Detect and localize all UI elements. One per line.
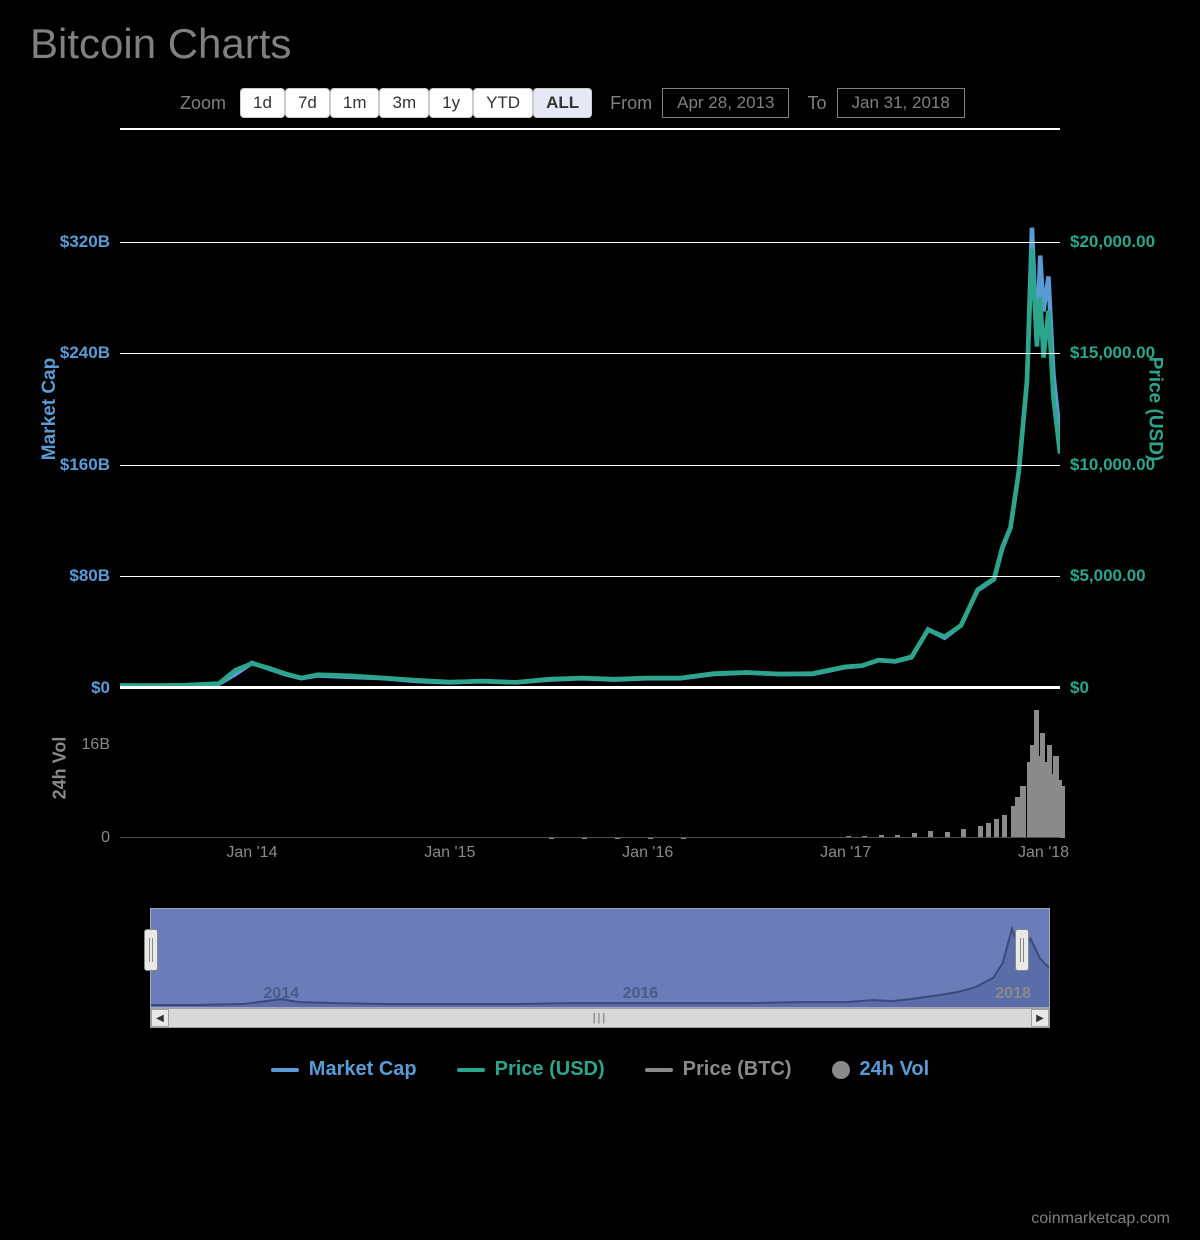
from-label: From: [610, 93, 652, 114]
zoom-ytd-button[interactable]: YTD: [473, 88, 533, 118]
legend-item[interactable]: Price (USD): [457, 1058, 605, 1081]
left-axis-tick: $0: [91, 678, 110, 698]
navigator-handle-left[interactable]: [144, 929, 158, 971]
left-axis-tick: $80B: [69, 566, 110, 586]
x-axis-ticks: Jan '14Jan '15Jan '16Jan '17Jan '18: [120, 838, 1060, 868]
zoom-controls: Zoom 1d7d1m3m1yYTDALL From Apr 28, 2013 …: [0, 78, 1200, 128]
gridline: [120, 576, 1060, 577]
volume-bar: [1002, 815, 1007, 838]
volume-axis-tick: 0: [101, 829, 110, 847]
from-date-input[interactable]: Apr 28, 2013: [662, 88, 789, 118]
legend-swatch: [832, 1061, 850, 1079]
left-axis-tick: $160B: [60, 455, 110, 475]
volume-bar: [986, 823, 991, 838]
right-axis-tick: $5,000.00: [1070, 566, 1146, 586]
legend-label: Price (USD): [495, 1058, 605, 1081]
line-chart-svg: [120, 130, 1060, 688]
zoom-1d-button[interactable]: 1d: [240, 88, 285, 118]
zoom-3m-button[interactable]: 3m: [379, 88, 429, 118]
right-axis-tick: $20,000.00: [1070, 232, 1155, 252]
legend-label: Market Cap: [309, 1058, 417, 1081]
volume-bar: [994, 819, 999, 838]
price-plot-area[interactable]: Market Cap Price (USD) $0$80B$160B$240B$…: [120, 128, 1060, 688]
volume-bar: [1060, 786, 1065, 839]
legend-swatch: [271, 1068, 299, 1072]
volume-axis-tick: 16B: [82, 736, 110, 754]
right-axis-tick: $0: [1070, 678, 1089, 698]
scroll-grip[interactable]: |||: [593, 1012, 608, 1024]
gridline: [120, 242, 1060, 243]
navigator-year-label: 2016: [623, 985, 659, 1003]
right-axis-title: Price (USD): [1144, 357, 1166, 462]
volume-axis-title: 24h Vol: [50, 737, 71, 800]
zoom-1m-button[interactable]: 1m: [330, 88, 380, 118]
legend-item[interactable]: Price (BTC): [645, 1058, 792, 1081]
x-axis-tick: Jan '17: [820, 844, 871, 862]
series-line: [120, 248, 1060, 685]
left-axis-title: Market Cap: [39, 358, 61, 460]
legend-swatch: [645, 1068, 673, 1072]
zoom-7d-button[interactable]: 7d: [285, 88, 330, 118]
left-axis-tick: $240B: [60, 343, 110, 363]
attribution-text: coinmarketcap.com: [1031, 1210, 1170, 1228]
navigator-year-label: 2014: [263, 985, 299, 1003]
main-chart: Market Cap Price (USD) $0 $80B $160B $240B $…: [30, 128, 1170, 1081]
volume-plot-area[interactable]: 24h Vol 016B: [120, 698, 1060, 838]
right-axis-tick: $15,000.00: [1070, 343, 1155, 363]
gridline: [120, 353, 1060, 354]
volume-bars: [120, 698, 1060, 838]
to-label: To: [807, 93, 826, 114]
left-axis-tick: $320B: [60, 232, 110, 252]
range-navigator[interactable]: 2014 2016 2018: [150, 908, 1050, 1008]
page-title: Bitcoin Charts: [0, 0, 1200, 78]
gridline: [120, 688, 1060, 689]
x-axis-tick: Jan '18: [1018, 844, 1069, 862]
legend-item[interactable]: Market Cap: [271, 1058, 417, 1081]
legend-label: Price (BTC): [683, 1058, 792, 1081]
chart-legend: Market Cap Price (USD) Price (BTC) 24h Vol: [30, 1058, 1170, 1081]
zoom-all-button[interactable]: ALL: [533, 88, 592, 118]
to-date-input[interactable]: Jan 31, 2018: [837, 88, 965, 118]
zoom-1y-button[interactable]: 1y: [429, 88, 473, 118]
series-line: [120, 228, 1060, 686]
gridline: [120, 465, 1060, 466]
legend-label: 24h Vol: [860, 1058, 930, 1081]
legend-item[interactable]: 24h Vol: [832, 1058, 930, 1081]
navigator-year-label: 2018: [995, 985, 1031, 1003]
right-axis-tick: $10,000.00: [1070, 455, 1155, 475]
x-axis-tick: Jan '16: [622, 844, 673, 862]
x-axis-tick: Jan '14: [226, 844, 277, 862]
scroll-right-button[interactable]: ▶: [1031, 1009, 1049, 1027]
legend-swatch: [457, 1068, 485, 1072]
volume-bar: [1020, 786, 1025, 839]
x-axis-tick: Jan '15: [424, 844, 475, 862]
navigator-scrollbar[interactable]: ◀ ||| ▶: [150, 1008, 1050, 1028]
scroll-left-button[interactable]: ◀: [151, 1009, 169, 1027]
navigator-handle-right[interactable]: [1015, 929, 1029, 971]
zoom-label: Zoom: [180, 93, 226, 114]
